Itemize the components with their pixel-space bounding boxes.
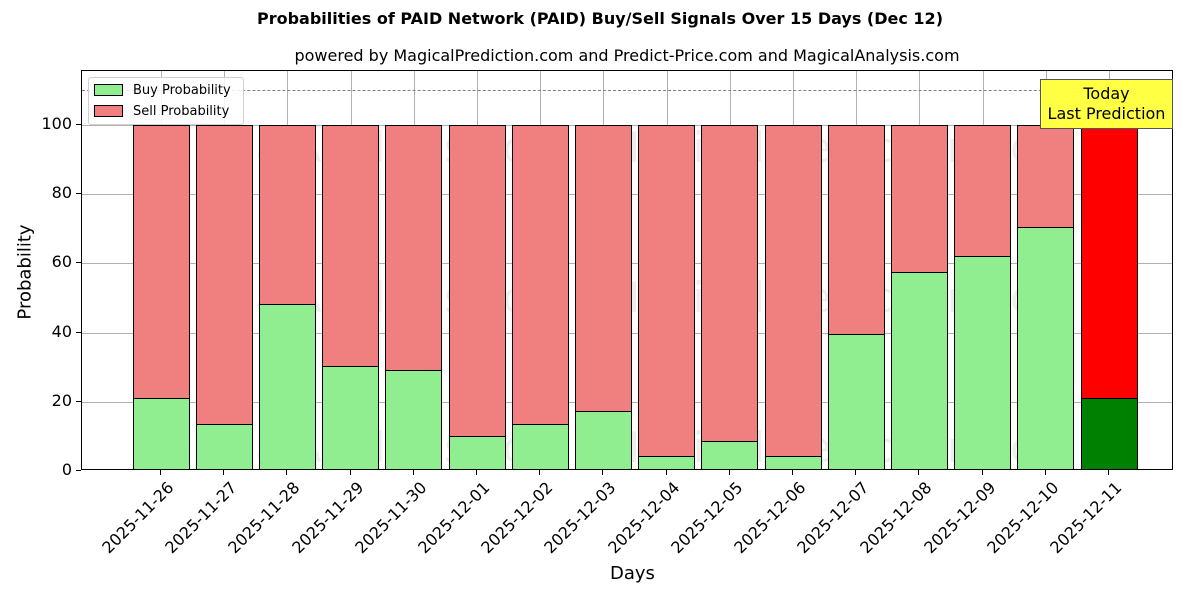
x-tick-mark bbox=[602, 470, 604, 475]
x-tick-mark bbox=[476, 470, 477, 475]
bar-buy bbox=[701, 440, 759, 469]
x-tick-mark bbox=[981, 470, 983, 475]
bar-sell bbox=[258, 125, 316, 305]
bar-buy bbox=[890, 272, 948, 469]
bar-sell bbox=[1080, 125, 1138, 399]
annotation-line-today: Today bbox=[1083, 84, 1130, 103]
x-tick-mark bbox=[665, 470, 667, 475]
bar-sell bbox=[1017, 125, 1075, 229]
bar-sell bbox=[827, 125, 885, 335]
y-tick-mark bbox=[76, 470, 81, 471]
today-annotation: Today Last Prediction bbox=[1040, 79, 1173, 129]
bar-buy bbox=[1017, 227, 1075, 469]
y-tick-label: 0 bbox=[61, 460, 72, 479]
y-tick-mark bbox=[76, 262, 81, 264]
plot-area: MagicalAnalysis.comMagicalPrediction.com… bbox=[81, 70, 1173, 470]
bar-buy bbox=[574, 411, 632, 469]
y-tick-label: 80 bbox=[51, 183, 72, 203]
x-tick-mark bbox=[539, 470, 541, 475]
legend-label-buy: Buy Probability bbox=[133, 82, 231, 98]
x-tick-mark bbox=[792, 470, 793, 475]
y-tick-label: 20 bbox=[51, 390, 72, 410]
bar-buy bbox=[132, 397, 190, 469]
bar-buy bbox=[511, 423, 569, 469]
x-axis-label: Days bbox=[610, 563, 655, 584]
legend: Buy Probability Sell Probability bbox=[88, 77, 244, 125]
sell-swatch-icon bbox=[94, 105, 123, 117]
x-tick-mark bbox=[918, 470, 920, 475]
y-axis-label: Probability bbox=[14, 224, 36, 320]
bar-sell bbox=[448, 125, 506, 438]
x-tick-mark bbox=[412, 470, 414, 475]
bar-sell bbox=[511, 125, 569, 425]
bar-sell bbox=[385, 125, 443, 371]
y-tick-label: 60 bbox=[51, 252, 72, 272]
bar-buy bbox=[258, 303, 316, 469]
legend-item-buy: Buy Probability bbox=[94, 82, 231, 98]
bar-buy bbox=[322, 366, 380, 469]
x-tick-mark bbox=[223, 470, 225, 475]
legend-item-sell: Sell Probability bbox=[94, 103, 229, 119]
bar-buy bbox=[638, 456, 696, 469]
bar-sell bbox=[954, 125, 1012, 258]
x-tick-mark bbox=[349, 470, 351, 475]
y-tick-label: 40 bbox=[51, 321, 72, 341]
bar-buy bbox=[827, 333, 885, 469]
buy-swatch-icon bbox=[94, 84, 123, 96]
x-tick-mark bbox=[728, 470, 730, 475]
bar-sell bbox=[132, 125, 190, 399]
y-tick-mark bbox=[76, 124, 81, 125]
legend-label-sell: Sell Probability bbox=[133, 103, 230, 119]
chart-title: Probabilities of PAID Network (PAID) Buy… bbox=[256, 9, 943, 28]
bar-sell bbox=[574, 125, 632, 413]
bar-sell bbox=[764, 125, 822, 458]
y-tick-label: 100 bbox=[41, 114, 72, 133]
x-tick-mark bbox=[1108, 470, 1109, 475]
bar-buy bbox=[195, 423, 253, 469]
bar-buy bbox=[448, 436, 506, 469]
bar-sell bbox=[322, 125, 380, 368]
y-tick-mark bbox=[76, 400, 81, 402]
x-tick-mark bbox=[1044, 470, 1046, 475]
y-tick-mark bbox=[76, 193, 81, 195]
x-tick-mark bbox=[855, 470, 857, 475]
bar-buy bbox=[764, 456, 822, 469]
bar-sell bbox=[701, 125, 759, 442]
chart-subtitle: powered by MagicalPrediction.com and Pre… bbox=[294, 46, 960, 65]
reference-line bbox=[82, 90, 1172, 92]
bar-sell bbox=[195, 125, 253, 425]
bar-sell bbox=[638, 125, 696, 458]
x-tick-mark bbox=[286, 470, 288, 475]
x-tick-mark bbox=[160, 470, 161, 475]
bar-sell bbox=[890, 125, 948, 274]
y-tick-mark bbox=[76, 331, 81, 333]
annotation-line-last-prediction: Last Prediction bbox=[1047, 104, 1166, 123]
bar-buy bbox=[385, 369, 443, 469]
bar-buy bbox=[954, 256, 1012, 469]
bar-buy bbox=[1080, 397, 1138, 469]
